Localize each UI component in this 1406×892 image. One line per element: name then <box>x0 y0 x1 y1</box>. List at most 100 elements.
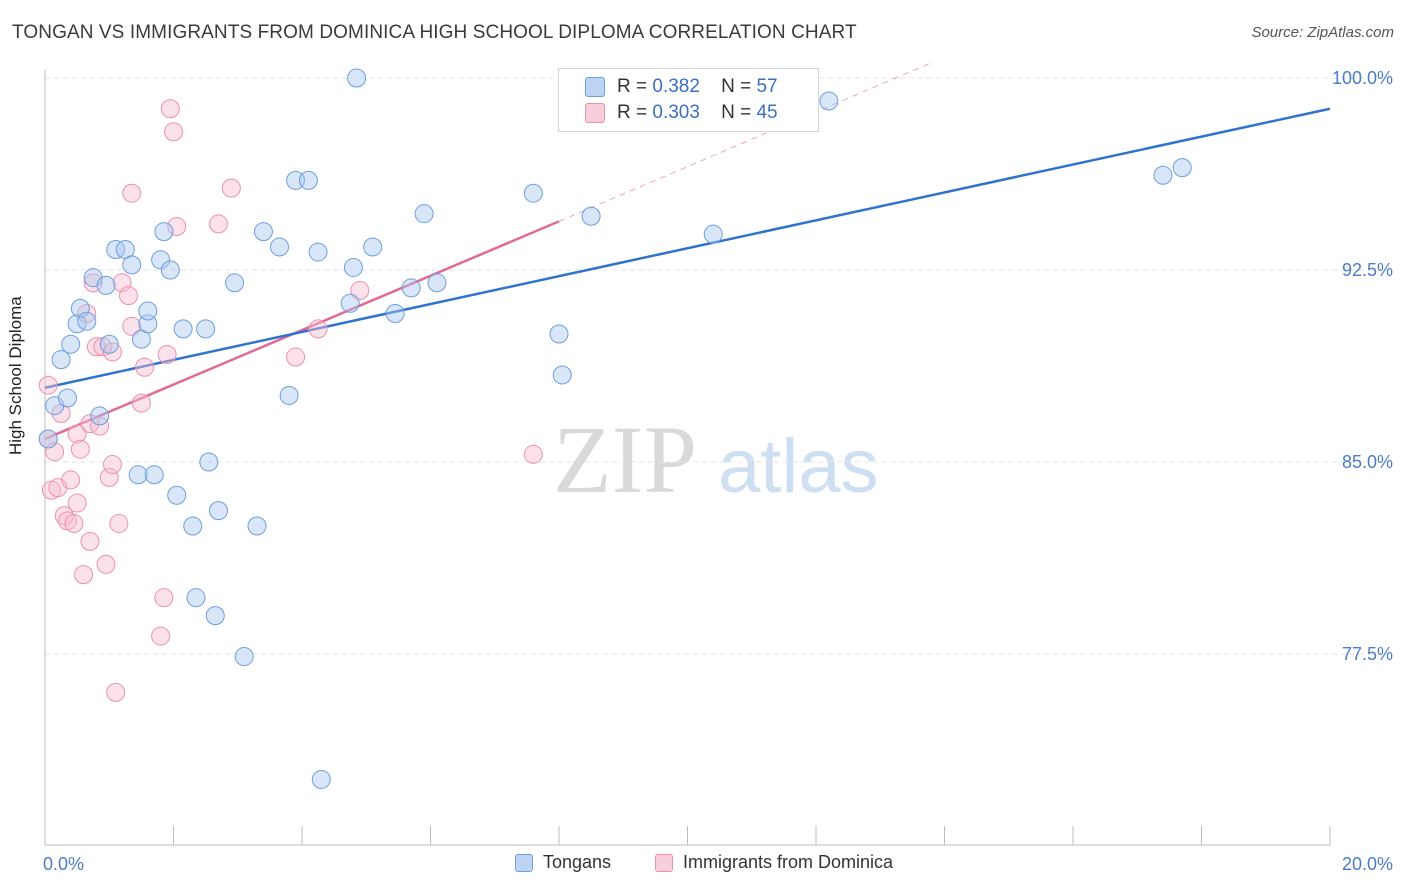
legend-row-tongans: R = 0.382 N = 57 <box>585 75 778 99</box>
tongan-point <box>414 204 434 224</box>
x-tick-label: 0.0% <box>43 854 84 874</box>
tongan-point <box>552 365 572 385</box>
tongan-point <box>523 183 543 203</box>
tongan-point <box>57 388 77 408</box>
dominica-point <box>151 626 171 646</box>
source-label: Source: ZipAtlas.com <box>1251 24 1394 41</box>
tongan-point <box>247 516 267 536</box>
grid-lines <box>45 77 1395 655</box>
legend-swatch-blue <box>585 77 605 97</box>
series-legend: Tongans Immigrants from Dominica <box>0 852 1406 878</box>
watermark-zip: ZIP <box>553 406 697 513</box>
tongan-point <box>225 273 245 293</box>
tongan-point <box>343 257 363 277</box>
legend-n-label: N = <box>721 76 752 97</box>
tongan-point <box>340 293 360 313</box>
tongan-point <box>427 273 447 293</box>
legend-row-dominica: R = 0.303 N = 45 <box>585 101 778 125</box>
dominica-point <box>131 393 151 413</box>
tongan-point <box>311 769 331 789</box>
tongan-point <box>196 319 216 339</box>
y-tick-label: 92.5% <box>1342 260 1393 280</box>
tongan-point <box>167 485 187 505</box>
y-axis-label: High School Diploma <box>6 296 25 455</box>
tongan-point <box>199 452 219 472</box>
dominica-point <box>157 344 177 364</box>
tongan-point <box>154 222 174 242</box>
dominica-point <box>96 554 116 574</box>
dominica-point <box>64 513 84 533</box>
x-tick-label: 20.0% <box>1342 854 1393 874</box>
tongan-points <box>38 68 1192 789</box>
tongan-point <box>363 237 383 257</box>
tongan-point <box>138 301 158 321</box>
tongan-point <box>1153 165 1173 185</box>
tongan-point <box>128 465 148 485</box>
dominica-point <box>164 122 183 142</box>
tongan-point <box>96 275 116 295</box>
dominica-label: Immigrants from Dominica <box>683 852 894 872</box>
dominica-point <box>102 342 122 362</box>
tongan-point <box>51 350 71 370</box>
tongan-point <box>298 170 318 190</box>
dominica-point <box>61 470 81 490</box>
dominica-point <box>122 183 142 203</box>
dominica-point <box>77 304 97 324</box>
tongan-point <box>144 465 164 485</box>
tongan-point <box>819 91 839 111</box>
dominica-point <box>67 424 87 444</box>
dominica-point <box>74 565 94 585</box>
dominica-point <box>67 493 87 513</box>
y-tick-label: 77.5% <box>1342 644 1393 664</box>
tongan-point <box>308 242 328 262</box>
dominica-point <box>122 316 142 336</box>
tongan-point <box>401 278 421 298</box>
tongan-point <box>253 222 273 242</box>
tongan-point <box>106 240 126 260</box>
dominica-point <box>90 416 110 436</box>
dominica-swatch <box>655 853 673 872</box>
tongan-point <box>186 588 206 608</box>
chart-title: TONGAN VS IMMIGRANTS FROM DOMINICA HIGH … <box>12 22 857 43</box>
tongans-swatch <box>515 853 533 872</box>
legend-n-label: N = <box>721 102 752 123</box>
tongan-point <box>385 304 405 324</box>
dominica-point <box>286 347 306 367</box>
dominica-point <box>99 467 119 487</box>
dominica-point <box>119 286 139 306</box>
correlation-legend: R = 0.382 N = 57 R = 0.303 N = 45 <box>558 68 819 132</box>
legend-item-dominica: Immigrants from Dominica <box>655 852 893 873</box>
dominica-point <box>308 319 328 339</box>
trend-lines <box>44 62 1331 441</box>
zipatlas-watermark: ZIP atlas <box>553 406 879 513</box>
dominica-point <box>221 178 241 198</box>
tongan-point <box>90 406 110 426</box>
tongans-label: Tongans <box>543 852 612 872</box>
tongan-point <box>347 68 367 88</box>
dominica-points <box>38 99 543 702</box>
tongan-point <box>77 311 97 331</box>
y-tick-label: 100.0% <box>1332 68 1393 88</box>
dominica-point <box>350 280 370 300</box>
dominica-point <box>167 216 187 236</box>
y-tick-label: 85.0% <box>1342 452 1393 472</box>
dominica-point <box>38 375 58 395</box>
tongan-point <box>208 501 228 521</box>
dominica-trend-extension <box>558 62 932 222</box>
dominica-point <box>208 214 228 234</box>
legend-r-value: 0.303 <box>652 102 700 123</box>
tongan-point <box>703 224 723 244</box>
axes <box>44 70 1331 846</box>
tongan-point <box>1172 158 1192 178</box>
watermark-atlas: atlas <box>718 424 879 509</box>
tongan-point <box>38 429 58 449</box>
tongan-point <box>173 319 193 339</box>
tongan-trend-line <box>44 107 1331 389</box>
dominica-point <box>54 506 74 526</box>
tongan-point <box>205 606 225 626</box>
dominica-point <box>154 588 174 608</box>
tick-labels: 77.5% 85.0% 92.5% 100.0% 0.0% 20.0% <box>43 68 1393 874</box>
tongan-point <box>61 334 81 354</box>
tongan-point <box>160 260 180 280</box>
